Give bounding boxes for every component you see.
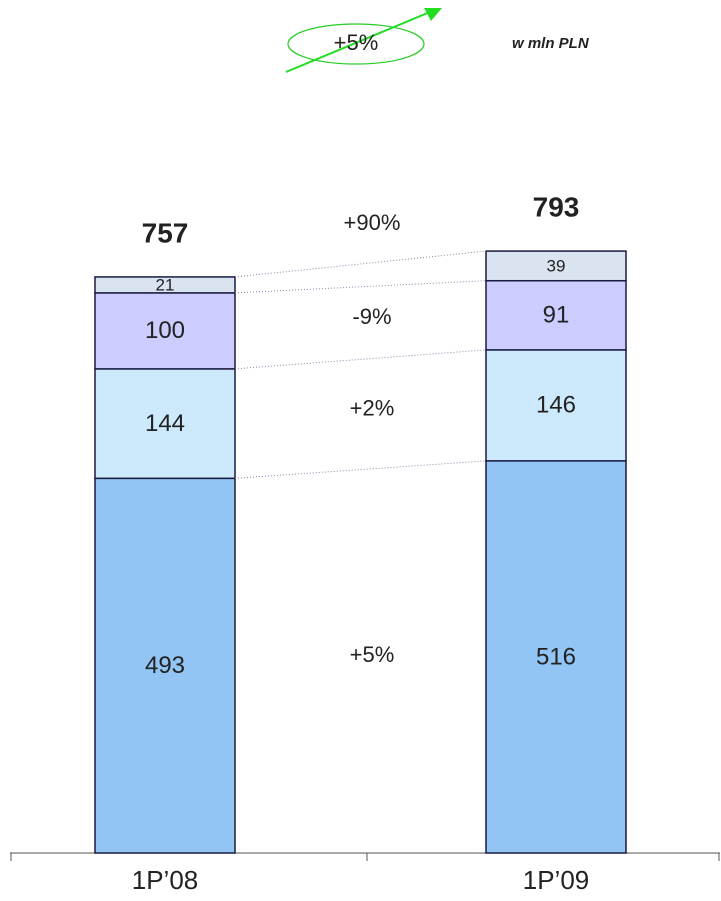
growth-arrow — [285, 11, 431, 73]
total-label: 757 — [142, 217, 189, 248]
value-label: 91 — [543, 302, 570, 329]
value-label: 21 — [156, 275, 175, 294]
growth-ellipse — [287, 23, 425, 65]
connector — [234, 460, 487, 479]
connector — [234, 349, 487, 370]
value-label: 100 — [145, 317, 185, 344]
value-label: 144 — [145, 410, 185, 437]
change-label: -9% — [352, 304, 391, 329]
connector — [234, 250, 487, 278]
bar-segment — [485, 250, 627, 282]
growth-arrow-head — [424, 8, 442, 21]
value-label: 146 — [536, 392, 576, 419]
growth-label: +5% — [334, 30, 379, 55]
bar-segment — [94, 368, 236, 480]
connector — [234, 280, 487, 294]
value-label: 516 — [536, 643, 576, 670]
bar-segment — [485, 279, 627, 351]
x-tick-label: 1P’09 — [523, 865, 590, 895]
value-label: 39 — [547, 256, 566, 275]
x-tick-label: 1P’08 — [132, 865, 199, 895]
change-label: +2% — [350, 395, 395, 420]
change-label: +90% — [344, 210, 401, 235]
change-label: +5% — [350, 642, 395, 667]
value-label: 493 — [145, 652, 185, 679]
total-label: 793 — [533, 191, 580, 222]
bar-segment — [94, 292, 236, 370]
unit-label: w mln PLN — [512, 35, 590, 52]
bar-segment — [94, 276, 236, 294]
